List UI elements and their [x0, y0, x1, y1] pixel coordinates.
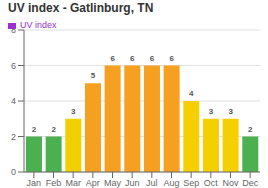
svg-text:2: 2 — [51, 125, 56, 134]
svg-text:4: 4 — [189, 89, 194, 98]
svg-text:Jul: Jul — [146, 178, 158, 188]
svg-text:6: 6 — [169, 54, 174, 63]
html-text:UV index: UV index — [20, 20, 57, 30]
svg-text:5: 5 — [91, 71, 96, 80]
svg-text:8: 8 — [11, 25, 16, 35]
svg-text:6: 6 — [110, 54, 115, 63]
svg-text:May: May — [104, 178, 122, 188]
svg-text:Aug: Aug — [163, 178, 179, 188]
svg-text:Nov: Nov — [222, 178, 239, 188]
svg-text:4: 4 — [11, 96, 16, 106]
svg-text:3: 3 — [209, 107, 214, 116]
svg-text:2: 2 — [248, 125, 253, 134]
svg-text:Jun: Jun — [125, 178, 140, 188]
svg-text:3: 3 — [71, 107, 76, 116]
svg-text:6: 6 — [11, 61, 16, 71]
html-text:UV index - Gatlinburg, TN: UV index - Gatlinburg, TN — [8, 1, 154, 15]
svg-text:Feb: Feb — [46, 178, 62, 188]
svg-text:Jan: Jan — [27, 178, 42, 188]
svg-text:Mar: Mar — [65, 178, 81, 188]
svg-text:3: 3 — [228, 107, 233, 116]
svg-text:Oct: Oct — [204, 178, 219, 188]
svg-text:Dec: Dec — [242, 178, 259, 188]
svg-text:Sep: Sep — [183, 178, 199, 188]
svg-text:Apr: Apr — [86, 178, 100, 188]
svg-text:6: 6 — [150, 54, 155, 63]
svg-text:2: 2 — [11, 132, 16, 142]
svg-text:0: 0 — [11, 167, 16, 177]
svg-text:6: 6 — [130, 54, 135, 63]
svg-text:2: 2 — [32, 125, 37, 134]
